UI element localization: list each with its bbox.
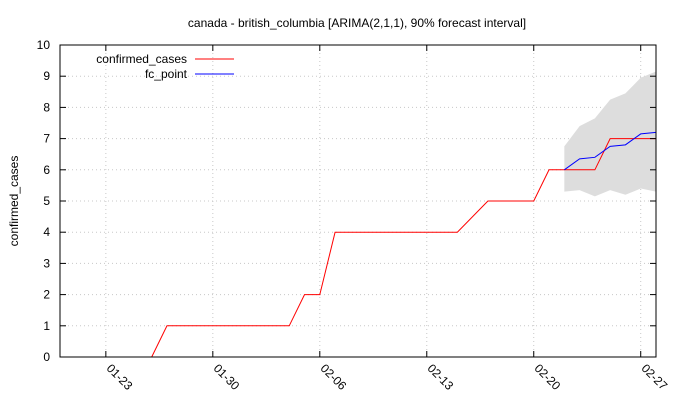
x-tick-label: 02-20 bbox=[532, 361, 564, 393]
y-tick-label: 5 bbox=[43, 194, 50, 208]
x-tick-label: 01-30 bbox=[211, 361, 243, 393]
y-tick-label: 4 bbox=[43, 225, 50, 239]
x-tick-label: 02-27 bbox=[639, 361, 671, 393]
axes-layer: 0 1 2 3 4 5 6 7 8 9 10 01-23 01-30 02-06 02-13 02-20 02-… bbox=[37, 38, 671, 393]
x-tick-label: 01-23 bbox=[104, 361, 136, 393]
legend-label-confirmed_cases: confirmed_cases bbox=[96, 52, 187, 66]
y-tick-label: 1 bbox=[43, 319, 50, 333]
y-tick-label: 9 bbox=[43, 69, 50, 83]
y-axis-label: confirmed_cases bbox=[7, 156, 21, 247]
series-line-confirmed_cases bbox=[151, 138, 656, 358]
y-tick-label: 7 bbox=[43, 132, 50, 146]
y-tick-label: 6 bbox=[43, 163, 50, 177]
series-line-fc_point bbox=[564, 131, 657, 171]
x-tick-label: 02-13 bbox=[425, 361, 457, 393]
y-tick-label: 3 bbox=[43, 256, 50, 270]
chart-title: canada - british_columbia [ARIMA(2,1,1),… bbox=[188, 16, 526, 30]
y-tick-label: 0 bbox=[43, 350, 50, 364]
y-tick-label: 2 bbox=[43, 288, 50, 302]
grid-layer bbox=[60, 45, 656, 357]
x-tick-label: 02-06 bbox=[318, 361, 350, 393]
y-tick-label: 8 bbox=[43, 100, 50, 114]
series-layer bbox=[151, 131, 657, 358]
forecast-interval-band bbox=[564, 71, 656, 197]
legend-label-fc_point: fc_point bbox=[145, 67, 188, 81]
plot-frame bbox=[59, 44, 657, 358]
forecast-interval-layer bbox=[564, 71, 656, 197]
y-tick-label: 10 bbox=[37, 38, 51, 52]
